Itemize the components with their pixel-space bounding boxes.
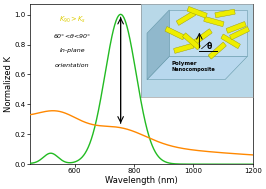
Text: orientation: orientation xyxy=(55,63,90,67)
Y-axis label: Normalized K: Normalized K xyxy=(4,56,13,112)
X-axis label: Wavelength (nm): Wavelength (nm) xyxy=(105,176,178,185)
Text: $K_{90}>K_s$: $K_{90}>K_s$ xyxy=(59,15,86,25)
Text: In-plane: In-plane xyxy=(60,48,85,53)
Text: 60°<$\theta$<90°: 60°<$\theta$<90° xyxy=(53,32,91,40)
